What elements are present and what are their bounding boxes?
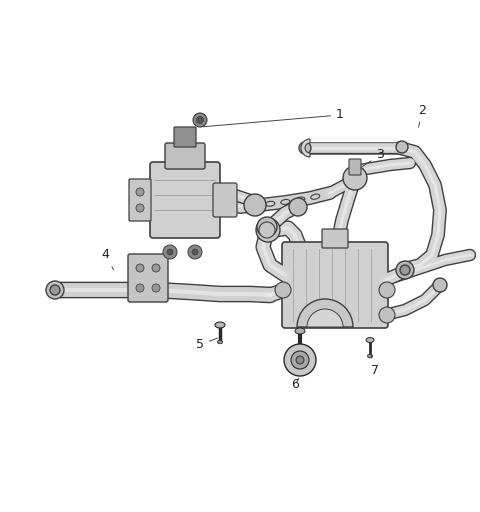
Circle shape <box>188 245 202 259</box>
Text: 4: 4 <box>101 248 114 270</box>
Circle shape <box>284 344 316 376</box>
Circle shape <box>256 218 280 242</box>
Circle shape <box>136 284 144 292</box>
Circle shape <box>152 284 160 292</box>
Circle shape <box>167 249 173 255</box>
Text: 6: 6 <box>291 378 299 392</box>
Circle shape <box>289 198 307 216</box>
FancyBboxPatch shape <box>213 183 237 217</box>
Circle shape <box>343 166 367 190</box>
Text: 2: 2 <box>418 103 426 127</box>
Circle shape <box>192 249 198 255</box>
Circle shape <box>296 356 304 364</box>
Circle shape <box>379 307 395 323</box>
Text: 1: 1 <box>203 109 344 127</box>
Wedge shape <box>307 309 343 327</box>
Circle shape <box>136 264 144 272</box>
Circle shape <box>259 222 275 238</box>
Text: 3: 3 <box>362 148 384 166</box>
Circle shape <box>244 194 266 216</box>
Circle shape <box>152 264 160 272</box>
Circle shape <box>196 117 204 123</box>
Circle shape <box>291 351 309 369</box>
Ellipse shape <box>295 328 305 334</box>
Circle shape <box>136 204 144 212</box>
Text: 7: 7 <box>371 353 379 376</box>
Circle shape <box>396 141 408 153</box>
Circle shape <box>379 282 395 298</box>
FancyBboxPatch shape <box>129 179 151 221</box>
Text: 5: 5 <box>196 338 217 352</box>
Ellipse shape <box>366 337 374 343</box>
Circle shape <box>136 188 144 196</box>
Ellipse shape <box>368 354 372 358</box>
Circle shape <box>396 261 414 279</box>
Circle shape <box>193 113 207 127</box>
Wedge shape <box>297 299 353 327</box>
FancyBboxPatch shape <box>128 254 168 302</box>
FancyBboxPatch shape <box>322 229 348 248</box>
Circle shape <box>50 285 60 295</box>
Circle shape <box>46 281 64 299</box>
FancyBboxPatch shape <box>282 242 388 328</box>
Circle shape <box>433 278 447 292</box>
FancyBboxPatch shape <box>349 159 361 175</box>
FancyBboxPatch shape <box>174 127 196 147</box>
Ellipse shape <box>215 322 225 328</box>
Ellipse shape <box>217 340 223 344</box>
Circle shape <box>257 217 277 237</box>
Circle shape <box>163 245 177 259</box>
FancyBboxPatch shape <box>165 143 205 169</box>
Circle shape <box>275 282 291 298</box>
Circle shape <box>400 265 410 275</box>
FancyBboxPatch shape <box>150 162 220 238</box>
Circle shape <box>299 142 311 154</box>
Wedge shape <box>301 139 310 157</box>
